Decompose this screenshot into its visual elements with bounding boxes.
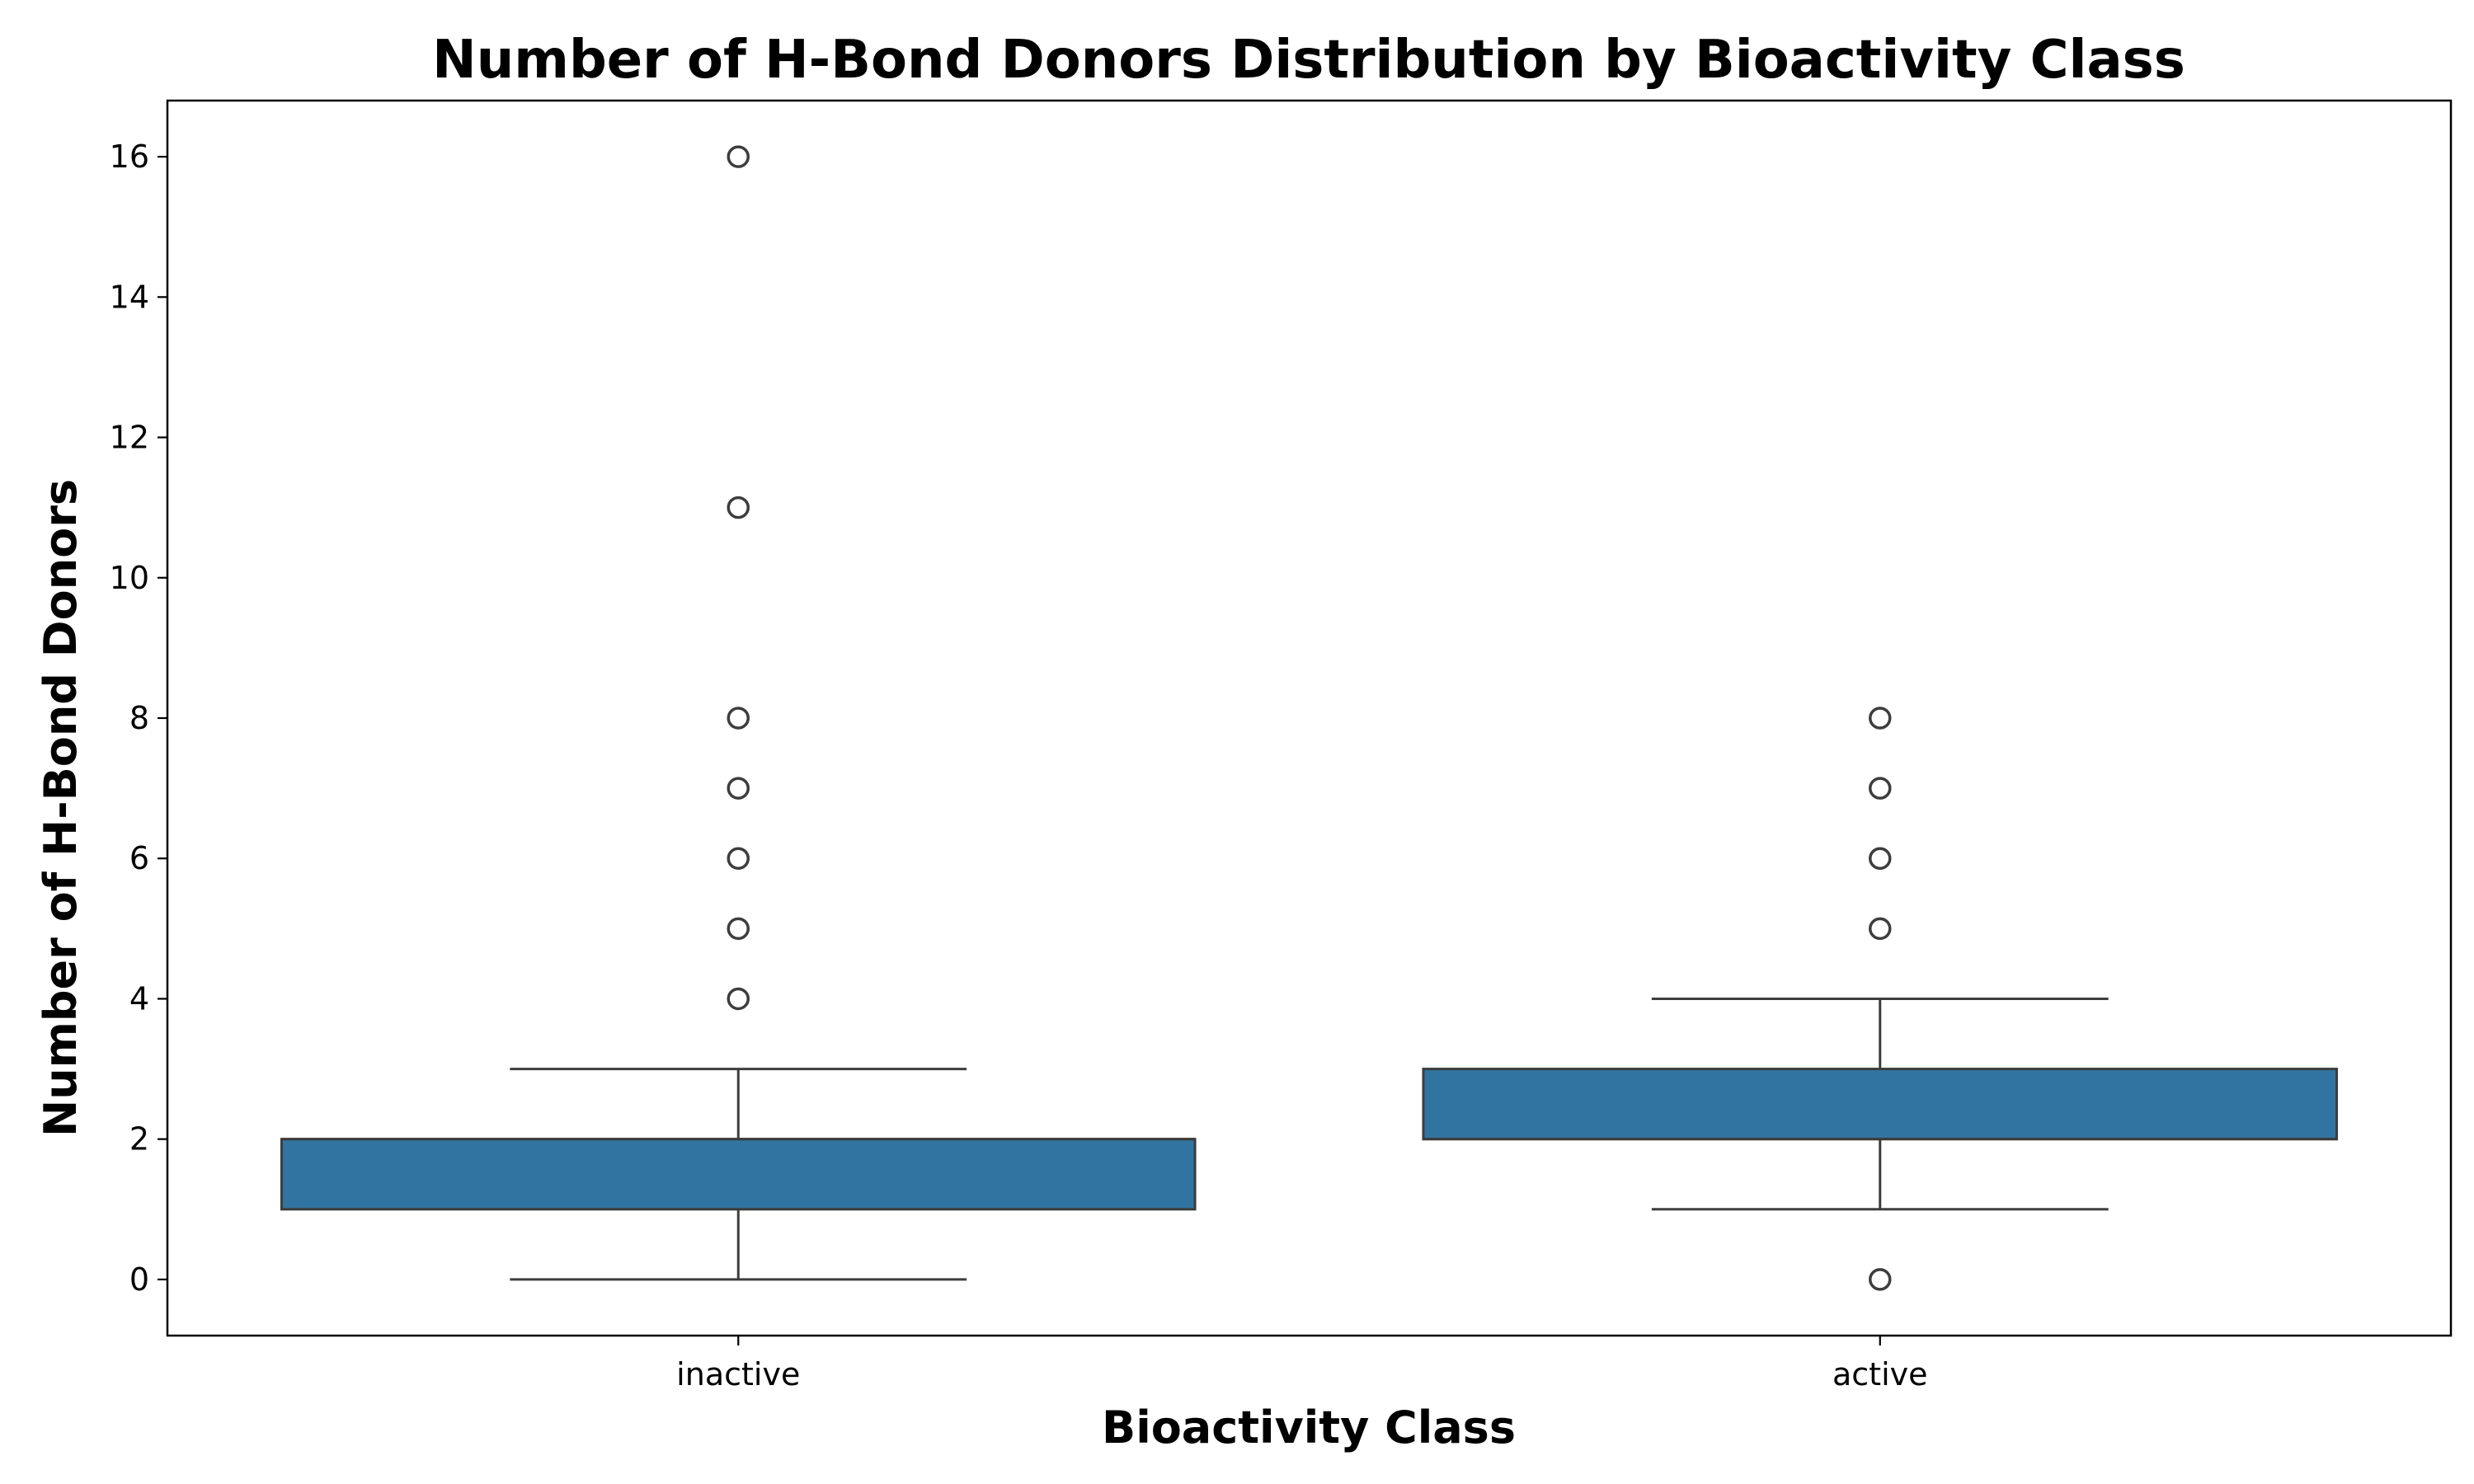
y-tick-label: 0 [129,1261,149,1298]
y-tick-label: 4 [129,980,149,1017]
outlier-point-active [1869,847,1892,870]
x-tick-label-active: active [1832,1356,1928,1392]
outlier-point-inactive [727,987,750,1011]
y-tick-label: 12 [110,420,149,456]
outlier-point-active [1869,777,1892,800]
y-tick-label: 14 [110,279,149,315]
outlier-point-inactive [727,707,750,730]
box-inactive [280,1138,1197,1211]
y-tick-label: 16 [110,139,149,175]
chart-title: Number of H-Bond Donors Distribution by … [432,30,2185,91]
outlier-point-inactive [727,847,750,870]
box-active [1422,1068,2339,1141]
y-tick-label: 2 [129,1121,149,1158]
outlier-point-active [1869,707,1892,730]
y-tick-label: 8 [129,700,149,736]
outlier-point-active [1869,1268,1892,1291]
y-tick-label: 6 [129,840,149,876]
outlier-point-inactive [727,145,750,168]
outlier-point-inactive [727,917,750,941]
plot-area: 0 2 4 6 8 10 12 14 16 inactive active [110,99,2453,1392]
outlier-point-active [1869,917,1892,941]
outlier-point-inactive [727,495,750,519]
y-axis-label: Number of H-Bond Donors [35,479,87,1137]
outlier-point-inactive [727,777,750,800]
x-tick-label-inactive: inactive [676,1356,800,1392]
x-axis-label: Bioactivity Class [1102,1402,1516,1453]
plot-frame [166,99,2453,1337]
y-tick-label: 10 [110,560,149,596]
